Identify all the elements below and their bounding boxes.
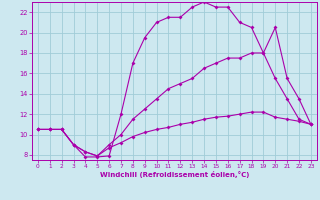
X-axis label: Windchill (Refroidissement éolien,°C): Windchill (Refroidissement éolien,°C) [100,171,249,178]
